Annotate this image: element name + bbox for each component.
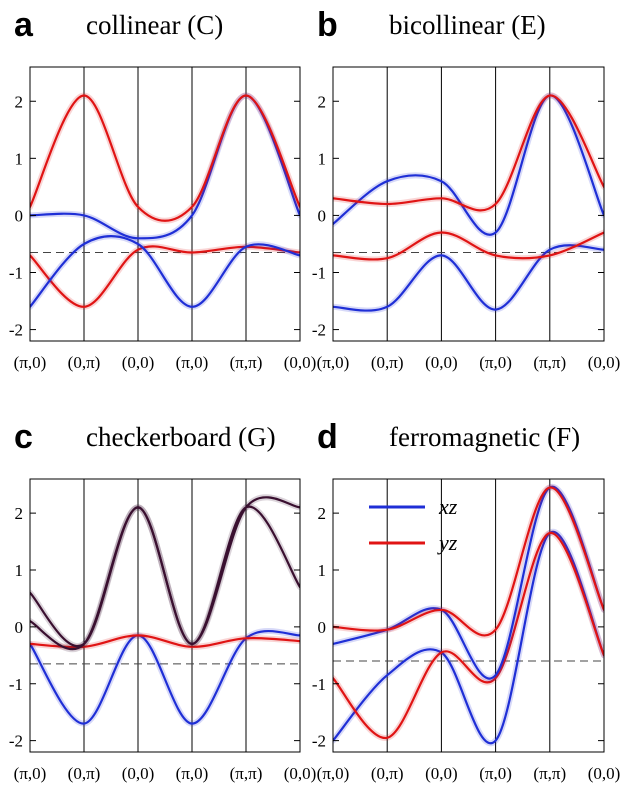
y-tick-label: 2 (318, 504, 327, 523)
panel-label: c (14, 418, 33, 456)
band-line-xz (333, 94, 604, 236)
x-tick-label: (π,0) (479, 764, 512, 783)
x-tick-label: (0,0) (122, 353, 155, 372)
band-glow-xz (333, 242, 604, 314)
y-tick-label: 2 (15, 92, 24, 111)
band-line-yz (30, 94, 300, 222)
band-line-mixed (30, 505, 300, 648)
y-tick-label: -1 (312, 675, 326, 694)
x-tick-label: (π,0) (14, 353, 47, 372)
x-tick-label: (0,π) (68, 353, 101, 372)
band-glow-yz (333, 484, 604, 639)
y-tick-label: 0 (15, 618, 24, 637)
panel-label: d (317, 418, 338, 456)
y-tick-label: 1 (15, 561, 24, 580)
band-line-yz (333, 531, 604, 739)
x-tick-label: (π,0) (479, 353, 512, 372)
y-tick-label: 1 (318, 149, 327, 168)
panel-d: d ferromagnetic (F) -2 -1 0 1 2 (π,0) (0,π) (0,0)… (312, 418, 620, 783)
panel-label: a (14, 6, 34, 44)
x-tick-label: (0,π) (371, 353, 404, 372)
band-line-xz (333, 530, 604, 745)
plot-frame (332, 66, 605, 342)
band-glow-xz (333, 528, 604, 747)
x-tick-label: (π,0) (14, 764, 47, 783)
x-tick-label: (0,0) (588, 353, 620, 372)
panel-c: c checkerboard (G) -2 -1 0 1 2 (π,0) (0,π) (0,0) (… (9, 418, 316, 783)
y-tick-label: -2 (312, 321, 326, 340)
x-tick-label: (π,0) (176, 353, 209, 372)
x-tick-label: (0,0) (425, 764, 458, 783)
x-tick-label: (π,π) (230, 764, 263, 783)
band-line-xz (30, 235, 300, 308)
x-tick-label: (0,π) (371, 764, 404, 783)
y-tick-label: 0 (318, 618, 327, 637)
band-line-yz (333, 486, 604, 637)
x-tick-label: (0,π) (68, 764, 101, 783)
band-line-yz (333, 94, 604, 212)
legend-label-yz: yz (437, 530, 458, 555)
panel-title: collinear (C) (86, 10, 223, 40)
y-tick-label: 2 (15, 504, 24, 523)
x-tick-label: (0,0) (284, 764, 317, 783)
x-tick-label: (0,0) (588, 764, 620, 783)
y-tick-label: 2 (318, 92, 327, 111)
y-tick-label: 0 (15, 206, 24, 225)
panel-title: ferromagnetic (F) (389, 422, 580, 452)
y-tick-label: -2 (9, 732, 23, 751)
panel-b: b bicollinear (E) -2 -1 0 1 2 (π,0) (0,π) (0,0) (π… (312, 6, 620, 372)
x-tick-label: (π,π) (533, 764, 566, 783)
y-tick-label: 1 (15, 149, 24, 168)
x-tick-label: (π,0) (317, 353, 350, 372)
x-tick-label: (0,0) (425, 353, 458, 372)
band-glow-xz (333, 484, 604, 682)
y-tick-label: -1 (312, 264, 326, 283)
x-tick-label: (0,0) (284, 353, 317, 372)
plot-frame (29, 66, 301, 342)
y-tick-label: -1 (9, 264, 23, 283)
y-tick-label: -2 (312, 732, 326, 751)
y-tick-label: -1 (9, 675, 23, 694)
x-tick-label: (π,π) (230, 353, 263, 372)
y-tick-label: 1 (318, 561, 327, 580)
panel-label: b (317, 6, 338, 44)
legend-label-xz: xz (438, 494, 458, 519)
band-line-yz (333, 231, 604, 261)
x-tick-label: (π,π) (533, 353, 566, 372)
x-tick-label: (0,0) (122, 764, 155, 783)
plot-frame (332, 478, 605, 753)
plot-frame (29, 478, 301, 753)
x-tick-label: (π,0) (317, 764, 350, 783)
band-line-xz (333, 244, 604, 312)
panel-title: checkerboard (G) (86, 422, 276, 452)
panel-a: a collinear (C) -2 -1 0 1 2 (π,0) (0,π) (0,0) (π,0… (9, 6, 316, 372)
x-tick-label: (π,0) (176, 764, 209, 783)
band-glow-xz (30, 92, 300, 242)
panel-title: bicollinear (E) (389, 10, 546, 40)
y-tick-label: 0 (318, 206, 327, 225)
y-tick-label: -2 (9, 321, 23, 340)
